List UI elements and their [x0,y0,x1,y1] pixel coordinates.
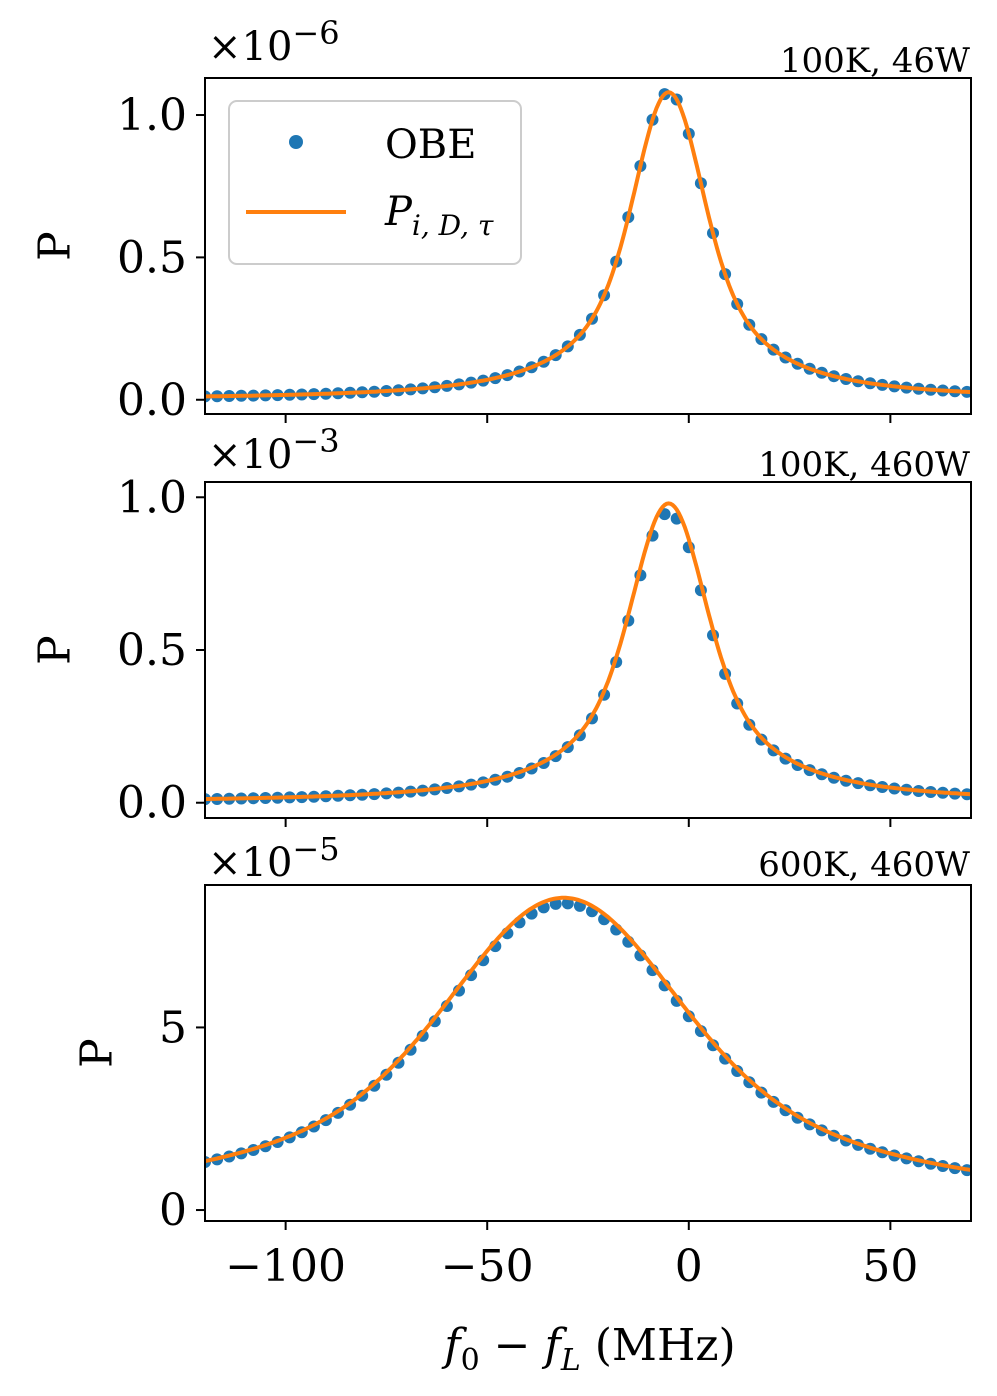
y-tick-label: 0.0 [117,778,187,829]
fit-line [205,501,971,801]
panel-1-y-ticks: 0.0 0.5 1.0 [117,90,205,426]
panel-2: ×10−3 100K, 460W 0.0 0.5 1.0 P [30,422,972,829]
legend-fit-label: Pi, D, τ [384,189,494,242]
panel-1: ×10−6 100K, 46W 0.0 0.5 1.0 P OBE Pi, D, τ [30,14,972,426]
panel-2-plot-area [205,501,971,806]
legend-obe-label: OBE [385,122,476,168]
panel-1-y-axis-label: P [30,231,81,261]
x-tick-label: 0 [675,1241,703,1292]
panel-3-multiplier: ×10−5 [208,830,340,886]
panel-3-y-ticks: 05 [159,1002,205,1236]
panel-1-multiplier: ×10−6 [208,14,340,70]
y-tick-label: 0 [159,1185,187,1236]
x-tick-label: −100 [225,1241,346,1292]
y-tick-label: 0.0 [117,375,187,426]
panel-2-y-axis-label: P [30,635,81,665]
y-tick-label: 5 [159,1002,187,1053]
obe-data-point [561,897,574,910]
panel-2-frame [204,481,972,819]
panel-3-y-axis-label: P [72,1038,123,1068]
panel-3-plot-area [205,895,971,1177]
panel-3-x-ticks: −100 −50 0 50 [225,1221,918,1292]
panel-1-frame [204,77,972,415]
y-tick-label: 0.5 [117,232,187,283]
panel-3-condition-label: 600K, 460W [758,845,970,885]
y-tick-label: 1.0 [117,472,187,523]
panel-1-condition-label: 100K, 46W [780,41,970,81]
x-tick-label: −50 [441,1241,534,1292]
panel-2-condition-label: 100K, 460W [758,445,970,485]
panel-3-frame [204,884,972,1222]
panel-2-y-ticks: 0.0 0.5 1.0 [117,472,205,829]
legend-obe-marker [289,135,303,149]
panel-3: ×10−5 600K, 460W 05 −100 −50 0 50 P f0 − fL… [72,830,972,1378]
y-tick-label: 0.5 [117,625,187,676]
fit-line [205,90,971,399]
y-tick-label: 1.0 [117,90,187,141]
legend: OBE Pi, D, τ [228,100,522,265]
panel-1-plot-area [205,88,971,403]
x-tick-label: 50 [862,1241,918,1292]
panel-2-x-ticks [284,818,892,827]
x-axis-label: f0 − fL (MHz) [441,1320,735,1378]
fit-line [205,895,971,1173]
panel-1-x-ticks [284,414,892,423]
panel-2-multiplier: ×10−3 [208,422,340,478]
